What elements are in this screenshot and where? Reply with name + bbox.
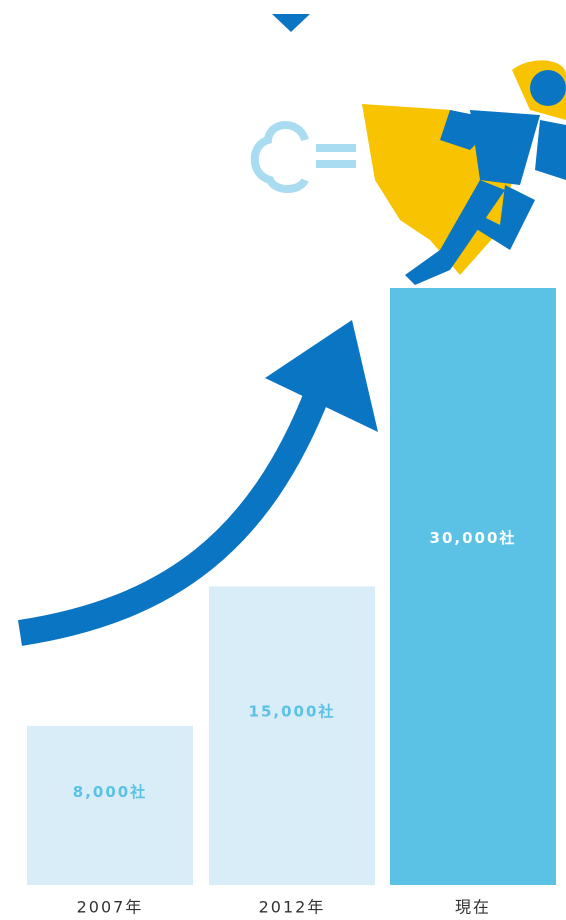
value-label: 30,000社 [430, 529, 517, 547]
growth-arrow-head [265, 320, 378, 432]
hero-illustration [362, 60, 566, 285]
speed-cloud [250, 121, 356, 193]
bar [390, 288, 556, 885]
value-label: 15,000社 [249, 702, 336, 720]
x-tick-label: 現在 [455, 898, 491, 917]
value-label: 8,000社 [73, 783, 147, 801]
bar [209, 586, 375, 885]
bar [27, 725, 193, 885]
growth-arrow [18, 387, 331, 646]
pointer-triangle [272, 14, 310, 32]
x-tick-label: 2012年 [259, 898, 326, 917]
x-tick-label: 2007年 [77, 898, 144, 917]
